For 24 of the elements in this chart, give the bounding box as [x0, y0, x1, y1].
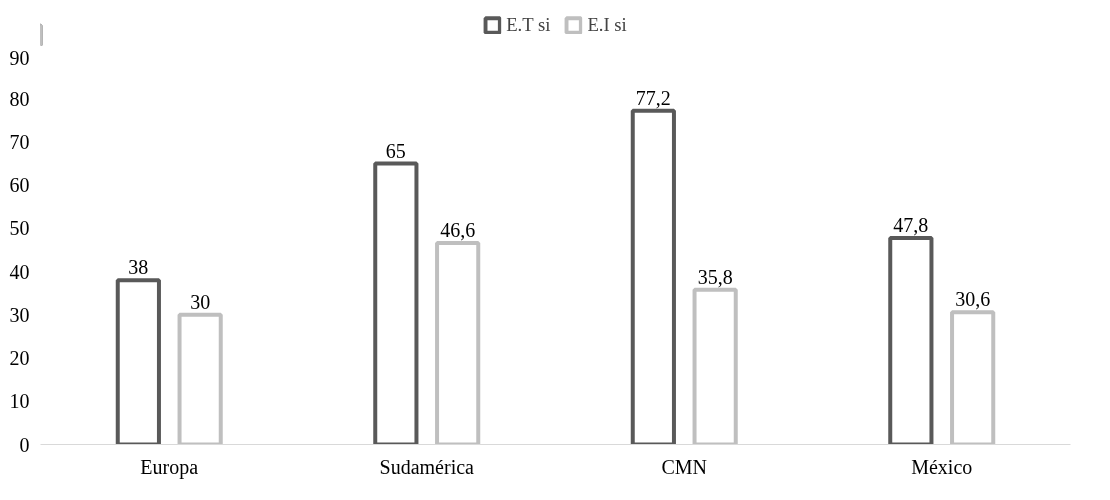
data-label: 35,8 — [697, 265, 733, 288]
x-tick-label: CMN — [661, 455, 708, 478]
y-tick-label: 60 — [9, 174, 30, 197]
y-tick-label: 0 — [19, 433, 30, 456]
data-label: 65 — [385, 139, 406, 162]
x-tick-label: México — [911, 455, 973, 478]
y-tick-label: 50 — [9, 217, 30, 240]
x-tick-label: Europa — [140, 455, 199, 479]
data-label: 30,6 — [955, 288, 991, 311]
y-tick-label: 70 — [9, 130, 30, 153]
data-label: 77,2 — [635, 86, 671, 109]
legend-label: E.T si — [506, 14, 551, 36]
y-tick-label: 30 — [9, 303, 30, 326]
x-tick-label: Sudamérica — [379, 455, 475, 478]
data-label: 38 — [128, 256, 149, 279]
y-tick-label: 10 — [9, 390, 30, 413]
y-tick-label: 80 — [9, 87, 30, 110]
data-label: 30 — [190, 290, 211, 313]
y-tick-label: 90 — [9, 46, 30, 69]
y-tick-label: 40 — [9, 260, 30, 283]
data-label: 46,6 — [440, 219, 476, 242]
data-label: 47,8 — [893, 213, 929, 236]
legend-label: E.I si — [587, 14, 627, 36]
y-tick-label: 20 — [9, 347, 30, 370]
